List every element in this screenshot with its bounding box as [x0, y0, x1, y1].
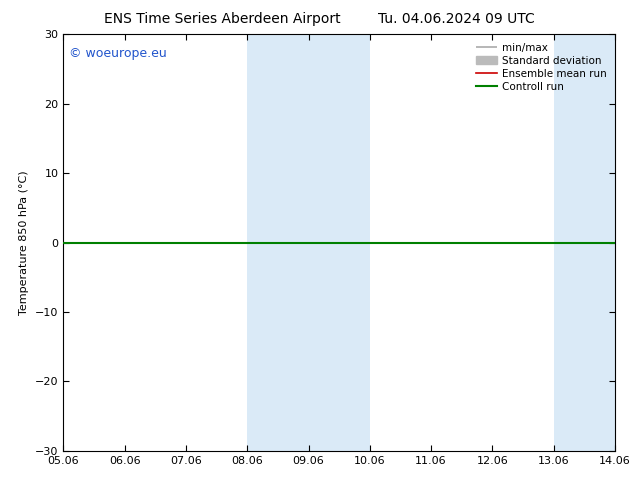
Text: Tu. 04.06.2024 09 UTC: Tu. 04.06.2024 09 UTC	[378, 12, 535, 26]
Text: © woeurope.eu: © woeurope.eu	[69, 47, 167, 60]
Y-axis label: Temperature 850 hPa (°C): Temperature 850 hPa (°C)	[20, 170, 30, 315]
Bar	[553, 34, 615, 451]
Legend: min/max, Standard deviation, Ensemble mean run, Controll run: min/max, Standard deviation, Ensemble me…	[473, 40, 610, 95]
Bar	[247, 34, 370, 451]
Text: ENS Time Series Aberdeen Airport: ENS Time Series Aberdeen Airport	[103, 12, 340, 26]
